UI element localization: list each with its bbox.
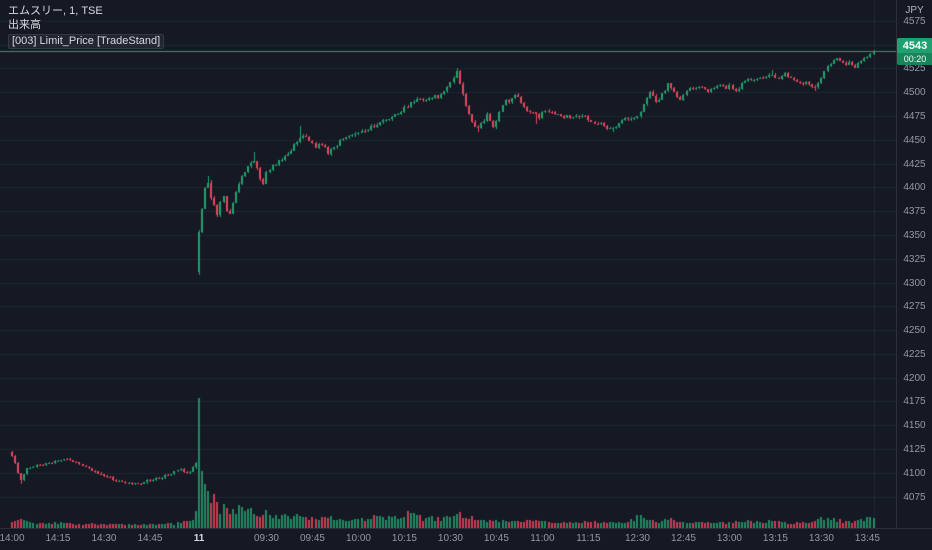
price-tick-4275: 4275 — [903, 301, 926, 313]
price-tick-4125: 4125 — [903, 444, 926, 456]
price-tick-4475: 4475 — [903, 111, 926, 123]
time-tick-10-00: 10:00 — [345, 533, 371, 544]
price-tick-4250: 4250 — [903, 325, 926, 337]
time-tick-14-15: 14:15 — [45, 533, 71, 544]
time-tick-10-15: 10:15 — [391, 533, 417, 544]
time-tick-14-45: 14:45 — [137, 533, 163, 544]
price-tick-4225: 4225 — [903, 348, 926, 360]
time-tick-12-30: 12:30 — [624, 533, 650, 544]
time-tick-09-30: 09:30 — [253, 533, 279, 544]
legend-volume-indicator[interactable]: 出来高 — [8, 19, 41, 31]
time-tick-09-45: 09:45 — [299, 533, 325, 544]
price-tick-4400: 4400 — [903, 182, 926, 194]
time-tick-12-45: 12:45 — [670, 533, 696, 544]
price-tick-4375: 4375 — [903, 206, 926, 218]
last-price-badge: 4543 00:20 — [897, 38, 932, 66]
candlestick-chart-canvas[interactable] — [0, 0, 896, 528]
time-tick-13-45: 13:45 — [854, 533, 880, 544]
price-axis[interactable]: JPY 4543 00:20 4575455045254500447544504… — [896, 0, 932, 528]
time-tick-13-15: 13:15 — [762, 533, 788, 544]
time-axis-separator — [0, 528, 932, 529]
chart-legend: エムスリー, 1, TSE 出来高 [003] Limit_Price [Tra… — [8, 5, 165, 50]
price-tick-4450: 4450 — [903, 134, 926, 146]
legend-strategy-indicator[interactable]: [003] Limit_Price [TradeStand] — [8, 34, 165, 49]
price-tick-4300: 4300 — [903, 277, 926, 289]
legend-symbol[interactable]: エムスリー, 1, TSE — [8, 5, 103, 17]
last-price-value: 4543 — [902, 40, 928, 53]
time-tick-10-45: 10:45 — [483, 533, 509, 544]
price-tick-4525: 4525 — [903, 63, 926, 75]
time-tick-11-15: 11:15 — [576, 533, 601, 544]
time-tick-11: 11 — [193, 533, 205, 544]
time-tick-14-30: 14:30 — [91, 533, 117, 544]
time-tick-14-00: 14:00 — [0, 533, 25, 544]
price-tick-4075: 4075 — [903, 491, 926, 503]
price-tick-4500: 4500 — [903, 87, 926, 99]
time-tick-13-00: 13:00 — [716, 533, 742, 544]
bar-countdown: 00:20 — [897, 53, 932, 66]
currency-label: JPY — [905, 5, 924, 16]
price-tick-4175: 4175 — [903, 396, 926, 408]
price-tick-4200: 4200 — [903, 372, 926, 384]
time-tick-10-30: 10:30 — [437, 533, 463, 544]
price-tick-4425: 4425 — [903, 158, 926, 170]
price-tick-4325: 4325 — [903, 253, 926, 265]
price-tick-4575: 4575 — [903, 15, 926, 27]
price-tick-4150: 4150 — [903, 420, 926, 432]
time-axis[interactable]: 14:00 14:15 14:30 14:45 11 09:30 09:45 10:00 10:… — [0, 529, 932, 550]
time-tick-11-00: 11:00 — [530, 533, 555, 544]
price-tick-4100: 4100 — [903, 467, 926, 479]
time-tick-13-30: 13:30 — [808, 533, 834, 544]
price-tick-4350: 4350 — [903, 229, 926, 241]
